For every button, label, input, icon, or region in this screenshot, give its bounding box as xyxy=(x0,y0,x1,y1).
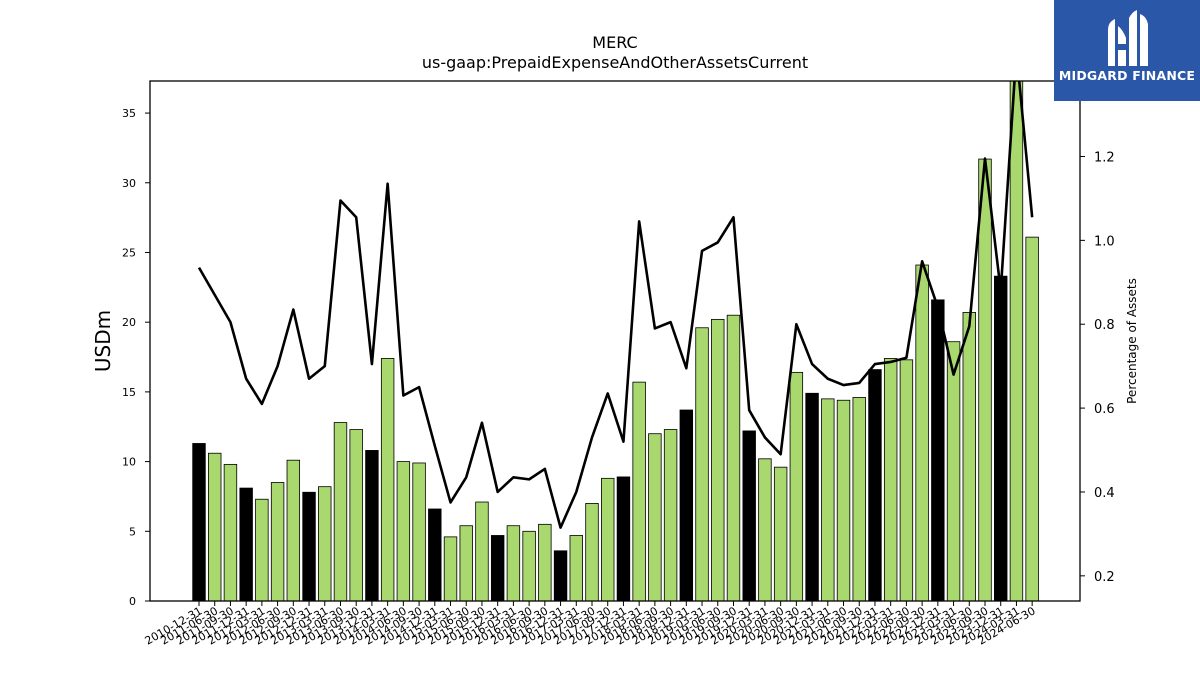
chart-subtitle: us-gaap:PrepaidExpenseAndOtherAssetsCurr… xyxy=(422,53,808,72)
bar-2016-09-30 xyxy=(538,523,552,601)
bar-2022-03-31 xyxy=(883,358,898,601)
bar-2021-06-30 xyxy=(836,399,851,601)
brand-logo: MIDGARD FINANCE xyxy=(1054,0,1200,101)
bar-2017-09-30 xyxy=(601,477,615,601)
bar-2011-06-30 xyxy=(208,452,222,601)
plot-frame xyxy=(149,80,1081,602)
bar-2023-12-31 xyxy=(994,275,1008,601)
bar-2014-03-31 xyxy=(380,358,395,601)
y2-tick-label: 0.4 xyxy=(1094,486,1115,501)
bar-2023-03-31 xyxy=(946,341,961,601)
bar-2020-06-30 xyxy=(773,466,788,601)
bar-2012-12-31 xyxy=(302,491,316,601)
y-tick-label: 0 xyxy=(129,595,136,608)
bar-2019-06-30 xyxy=(711,318,725,601)
bar-2022-09-30 xyxy=(915,264,929,601)
bar-2014-09-30 xyxy=(412,462,426,601)
bar-2012-06-30 xyxy=(270,482,285,601)
bar-2013-12-31 xyxy=(365,450,379,601)
y-tick-label: 15 xyxy=(122,386,136,399)
midgard-logo-icon xyxy=(1108,10,1148,66)
line-group xyxy=(197,81,1034,529)
bar-2014-12-31 xyxy=(428,508,442,601)
bar-2019-12-31 xyxy=(742,430,756,601)
bar-2015-06-30 xyxy=(459,525,473,601)
bar-2018-09-30 xyxy=(663,429,678,601)
bar-2012-09-30 xyxy=(286,459,301,601)
y-axis-right: 0.2 0.4 0.6 0.8 1.0 1.2 xyxy=(1080,150,1115,585)
bar-2023-06-30 xyxy=(962,312,976,601)
bar-2024-03-31 xyxy=(1009,81,1024,601)
bar-2016-03-31 xyxy=(506,525,521,601)
bar-2018-12-31 xyxy=(679,409,694,601)
bar-2013-03-31 xyxy=(318,486,332,601)
bar-2018-06-30 xyxy=(648,433,662,601)
bar-2019-03-31 xyxy=(695,327,709,601)
bar-2015-12-31 xyxy=(490,535,505,601)
bar-2021-09-30 xyxy=(852,397,866,601)
bars-group xyxy=(192,81,1039,601)
bar-2013-09-30 xyxy=(349,429,363,601)
y-axis-left: 0 5 10 15 20 25 30 35 xyxy=(122,107,150,608)
x-axis: 2010-12-312011-06-302011-09-302011-12-31… xyxy=(143,601,1038,648)
brand-logo-text: MIDGARD FINANCE xyxy=(1058,68,1196,83)
y2-axis-label: Percentage of Assets xyxy=(1125,278,1139,404)
bar-2017-03-31 xyxy=(569,535,583,601)
bar-2016-12-31 xyxy=(553,550,568,601)
y-tick-label: 30 xyxy=(122,177,136,190)
bar-2020-12-31 xyxy=(805,392,819,601)
bar-2016-06-30 xyxy=(522,530,536,601)
bar-2012-03-31 xyxy=(255,498,269,601)
y2-tick-label: 0.8 xyxy=(1094,318,1115,333)
bar-2022-06-30 xyxy=(899,359,914,601)
y-tick-label: 25 xyxy=(122,246,136,259)
bar-2014-06-30 xyxy=(396,461,411,601)
bar-2017-06-30 xyxy=(585,503,599,601)
chart-title: MERC xyxy=(592,33,637,52)
bar-2011-09-30 xyxy=(223,463,238,601)
y2-tick-label: 1.0 xyxy=(1094,234,1115,249)
bar-2019-09-30 xyxy=(726,314,741,601)
bar-2013-06-30 xyxy=(333,422,348,601)
bar-2023-09-30 xyxy=(978,158,992,601)
y-tick-label: 5 xyxy=(129,525,136,538)
y2-tick-label: 1.2 xyxy=(1094,150,1115,165)
bar-2015-03-31 xyxy=(443,536,458,601)
bar-2015-09-30 xyxy=(475,501,489,601)
bar-2010-12-31 xyxy=(192,443,206,601)
bar-2017-12-31 xyxy=(616,476,631,601)
bar-2022-12-31 xyxy=(931,299,945,601)
y-tick-label: 20 xyxy=(122,316,136,329)
bar-2021-03-31 xyxy=(821,398,835,601)
y-tick-label: 10 xyxy=(122,456,136,469)
bar-2020-09-30 xyxy=(789,371,804,601)
bar-2024-06-30 xyxy=(1025,236,1039,601)
y-tick-label: 35 xyxy=(122,107,136,120)
y2-tick-label: 0.6 xyxy=(1094,402,1115,417)
bar-2021-12-31 xyxy=(868,369,882,601)
bar-2020-03-31 xyxy=(758,458,772,601)
bar-2011-12-31 xyxy=(239,487,253,601)
y2-tick-label: 0.2 xyxy=(1094,570,1115,585)
y-axis-label: USDm xyxy=(91,310,115,372)
percentage-line xyxy=(197,81,1034,529)
bar-2018-03-31 xyxy=(632,381,646,601)
